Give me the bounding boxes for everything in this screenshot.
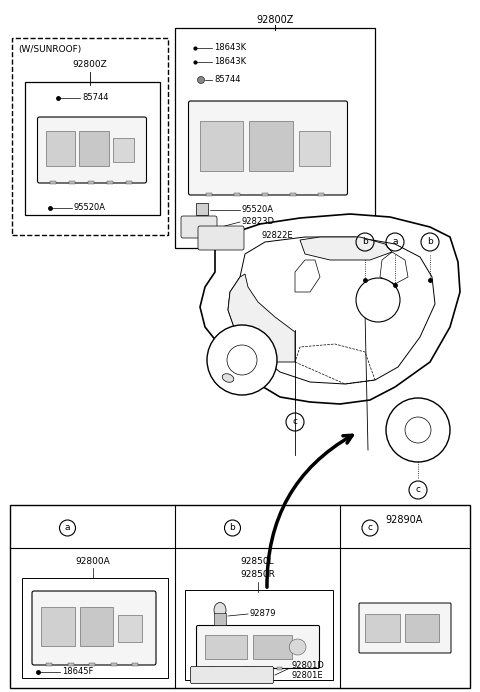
Bar: [50, 181, 56, 184]
Bar: [80, 607, 113, 646]
Text: c: c: [292, 417, 298, 426]
Bar: [68, 663, 73, 666]
Bar: [196, 203, 208, 215]
Bar: [22, 578, 168, 678]
Bar: [405, 614, 439, 642]
Bar: [89, 663, 95, 666]
Bar: [46, 131, 75, 165]
Text: 92850L: 92850L: [240, 557, 274, 566]
Bar: [12, 38, 168, 235]
Bar: [243, 667, 249, 669]
Text: 18643K: 18643K: [214, 57, 246, 66]
Text: a: a: [392, 237, 398, 246]
Text: c: c: [368, 524, 372, 533]
Bar: [132, 663, 138, 666]
Text: 92823D: 92823D: [242, 217, 275, 226]
Bar: [126, 181, 132, 184]
FancyBboxPatch shape: [198, 226, 244, 250]
Ellipse shape: [214, 603, 226, 617]
Text: b: b: [229, 524, 235, 533]
Bar: [88, 181, 94, 184]
Circle shape: [386, 398, 450, 462]
FancyBboxPatch shape: [359, 603, 451, 653]
Polygon shape: [200, 214, 460, 404]
Bar: [318, 193, 324, 196]
Bar: [299, 131, 330, 165]
FancyBboxPatch shape: [37, 117, 146, 183]
Text: (W/SUNROOF): (W/SUNROOF): [18, 45, 81, 54]
Ellipse shape: [289, 639, 306, 655]
Bar: [210, 667, 215, 669]
Bar: [205, 635, 247, 659]
Text: c: c: [416, 486, 420, 495]
Bar: [262, 193, 268, 196]
Polygon shape: [228, 274, 295, 362]
FancyBboxPatch shape: [196, 626, 320, 668]
Text: a: a: [65, 524, 70, 533]
Text: 92822E: 92822E: [262, 232, 294, 241]
Text: 18643K: 18643K: [214, 44, 246, 53]
Text: 92800Z: 92800Z: [72, 60, 108, 69]
Bar: [111, 663, 117, 666]
Text: b: b: [362, 237, 368, 246]
FancyBboxPatch shape: [191, 666, 274, 684]
Text: b: b: [427, 237, 433, 246]
Bar: [253, 635, 291, 659]
Bar: [113, 138, 134, 162]
Bar: [214, 613, 226, 625]
Text: 18645F: 18645F: [62, 668, 94, 677]
Bar: [25, 82, 160, 215]
Text: 92800A: 92800A: [75, 557, 110, 566]
Text: 92800Z: 92800Z: [256, 15, 294, 25]
Bar: [41, 607, 75, 646]
Text: 92801D: 92801D: [292, 660, 325, 669]
Bar: [175, 28, 375, 248]
FancyBboxPatch shape: [181, 216, 217, 238]
FancyBboxPatch shape: [32, 591, 156, 665]
Bar: [365, 614, 399, 642]
Circle shape: [356, 278, 400, 322]
Ellipse shape: [197, 77, 204, 84]
Bar: [290, 193, 296, 196]
Bar: [10, 505, 470, 688]
Bar: [234, 193, 240, 196]
Circle shape: [207, 325, 277, 395]
Bar: [46, 663, 52, 666]
Text: 92850R: 92850R: [240, 570, 275, 579]
Bar: [277, 667, 282, 669]
Bar: [69, 181, 75, 184]
Bar: [200, 121, 243, 170]
Text: 95520A: 95520A: [242, 206, 274, 215]
Polygon shape: [300, 237, 392, 260]
Bar: [185, 590, 333, 680]
Text: 95520A: 95520A: [74, 203, 106, 212]
Bar: [107, 181, 113, 184]
Bar: [118, 614, 142, 641]
Text: 85744: 85744: [214, 75, 240, 84]
Bar: [250, 121, 293, 170]
Bar: [206, 193, 212, 196]
Text: 92801E: 92801E: [292, 671, 324, 680]
Text: 92879: 92879: [250, 610, 276, 619]
Ellipse shape: [222, 374, 234, 382]
Text: 85744: 85744: [82, 93, 108, 102]
Text: 92890A: 92890A: [385, 515, 422, 525]
FancyBboxPatch shape: [189, 101, 348, 195]
Bar: [79, 131, 109, 165]
